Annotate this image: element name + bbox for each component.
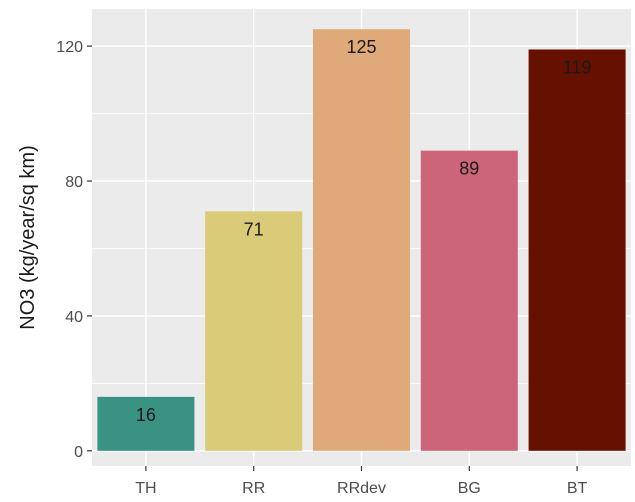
bar-bt [528, 49, 626, 451]
data-label-bt: 119 [563, 57, 592, 77]
bar-rr [205, 211, 303, 451]
bar-bg [420, 150, 518, 451]
x-tick-label-th: TH [135, 480, 156, 497]
y-tick-label: 120 [56, 39, 83, 56]
y-tick-label: 80 [65, 174, 83, 191]
bar-rrdev [312, 29, 411, 451]
x-tick-label-bg: BG [458, 480, 481, 497]
data-label-bg: 89 [459, 159, 479, 179]
y-tick-label: 0 [74, 444, 83, 461]
y-axis-title: NO3 (kg/year/sq km) [17, 145, 39, 329]
data-labels: 16 71 125 89 119 [136, 37, 592, 425]
data-label-rrdev: 125 [346, 37, 376, 57]
data-label-th: 16 [136, 405, 156, 425]
bar-th [97, 396, 195, 451]
y-axis: 0 40 80 120 [56, 39, 92, 461]
bars [97, 29, 626, 451]
x-tick-label-rr: RR [242, 480, 265, 497]
y-tick-label: 40 [65, 309, 83, 326]
data-label-rr: 71 [244, 219, 264, 239]
x-tick-label-bt: BT [567, 480, 588, 497]
x-tick-label-rrdev: RRdev [337, 480, 386, 497]
x-axis: TH RR RRdev BG BT [135, 466, 588, 497]
